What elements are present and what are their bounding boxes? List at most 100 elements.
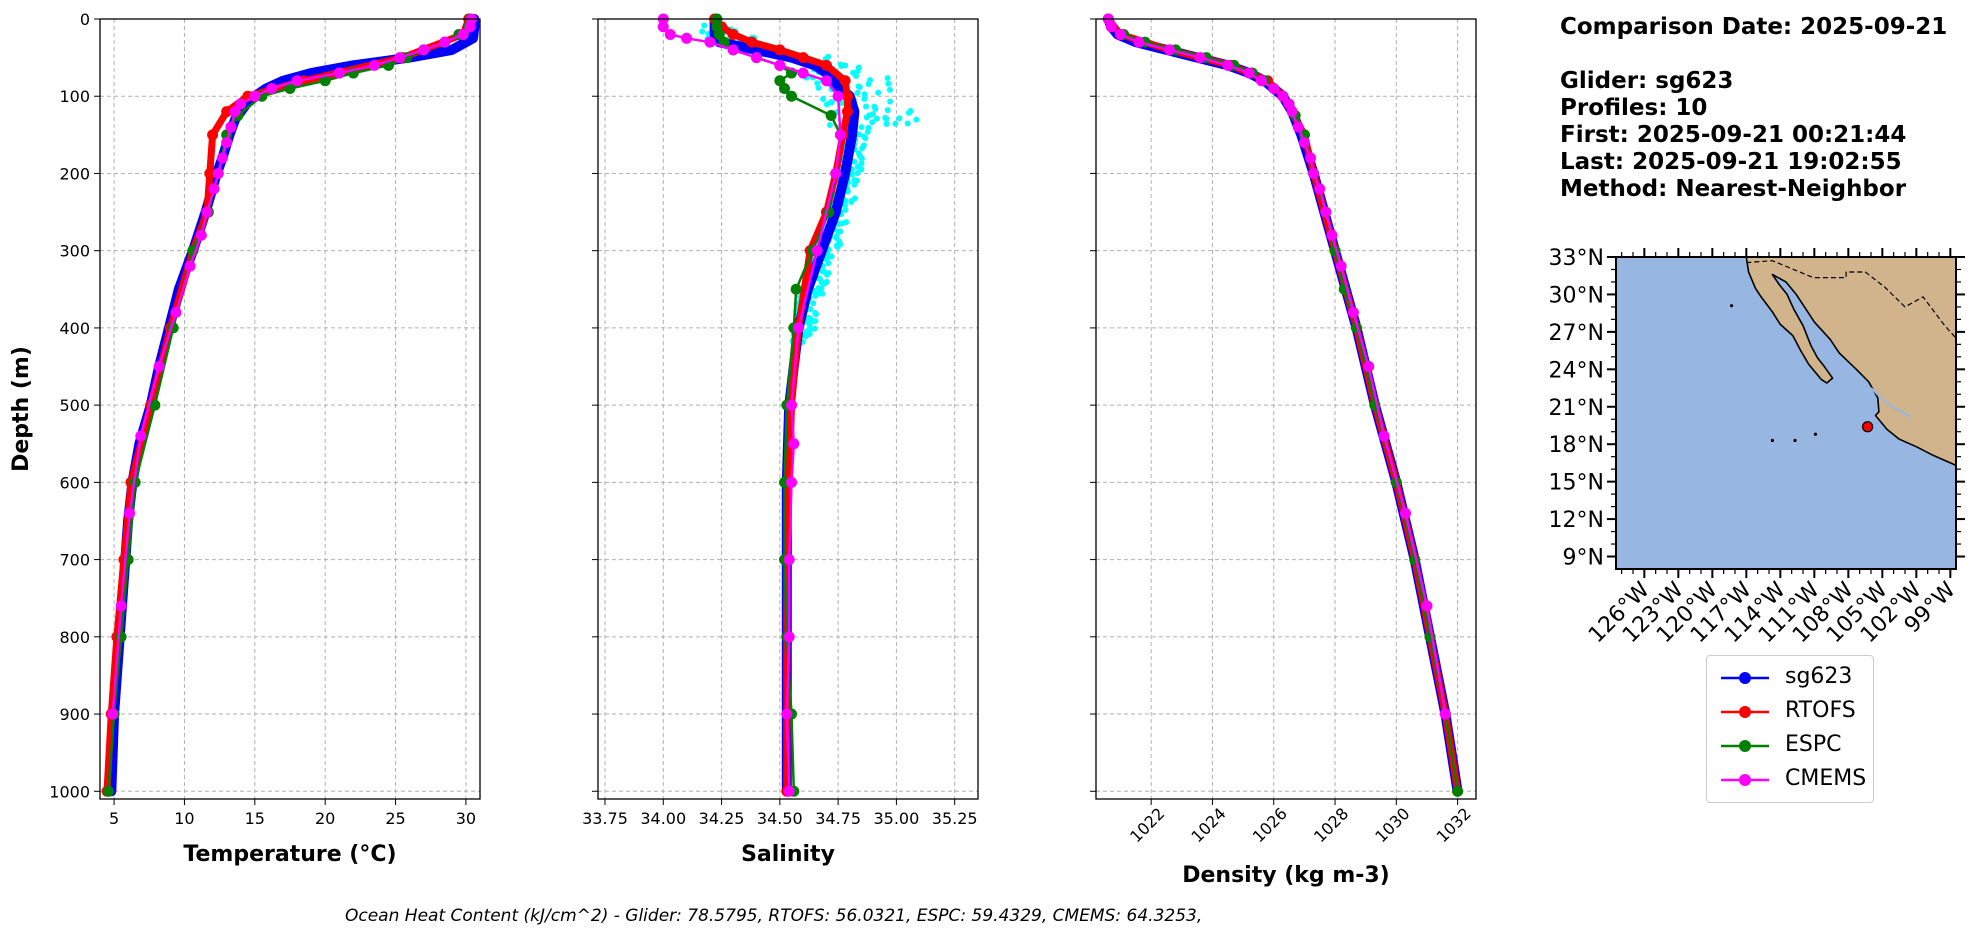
scatter-point xyxy=(858,124,865,131)
scatter-point xyxy=(883,120,890,127)
x-tick-label: 30 xyxy=(456,809,476,828)
scatter-point xyxy=(864,128,871,135)
series-marker-cmems xyxy=(820,75,832,87)
series-marker-rtofs xyxy=(221,106,233,118)
scatter-point xyxy=(833,242,840,249)
series-marker-rtofs xyxy=(797,52,809,64)
scatter-point xyxy=(854,89,861,96)
y-tick-label: 700 xyxy=(59,551,90,570)
series-marker-cmems xyxy=(1363,361,1375,373)
series-marker-cmems xyxy=(830,167,842,179)
axes-frame xyxy=(597,18,979,800)
scatter-point xyxy=(815,84,822,91)
y-tick-label: 0 xyxy=(80,10,90,29)
series-marker-cmems xyxy=(457,28,469,40)
series-marker-espc xyxy=(790,283,802,295)
series-marker-cmems xyxy=(1421,600,1433,612)
series-marker-cmems xyxy=(195,229,207,241)
series-marker-cmems xyxy=(1222,59,1234,71)
series-marker-cmems xyxy=(418,44,430,56)
y-tick-label: 600 xyxy=(59,473,90,492)
x-tick-label: 1024 xyxy=(1187,804,1229,846)
series-marker-cmems xyxy=(1378,430,1390,442)
panel-2: 1022 1024 1026 1028 1030 1032 Density (kg m-3) xyxy=(1090,13,1477,888)
x-tick-label: 35.00 xyxy=(873,809,919,828)
series-marker-cmems xyxy=(107,708,119,720)
series-marker-cmems xyxy=(1194,52,1206,64)
scatter-point xyxy=(885,80,892,87)
x-tick-label: 34.50 xyxy=(757,809,803,828)
scatter-point xyxy=(806,321,813,328)
series-marker-cmems xyxy=(783,785,795,797)
scatter-point xyxy=(823,101,830,108)
y-tick-label: 400 xyxy=(59,319,90,338)
info-panel: Comparison Date: 2025-09-21 Glider: sg62… xyxy=(1560,14,1947,203)
scatter-point xyxy=(869,119,876,126)
comparison-date: Comparison Date: 2025-09-21 xyxy=(1560,14,1948,40)
series-marker-cmems xyxy=(1268,83,1280,95)
series-marker-cmems xyxy=(1243,67,1255,79)
x-tick-label: 1028 xyxy=(1310,804,1352,846)
scatter-point xyxy=(821,280,828,287)
series-marker-espc xyxy=(102,785,114,797)
series-marker-cmems xyxy=(811,245,823,257)
scatter-point xyxy=(699,28,706,35)
scatter-point xyxy=(887,98,894,105)
scatter-point xyxy=(828,98,835,105)
scatter-point xyxy=(813,311,820,318)
scatter-point xyxy=(807,306,814,313)
scatter-point xyxy=(905,109,912,116)
x-axis-label: Salinity xyxy=(741,842,835,867)
x-tick-label: 20 xyxy=(315,809,335,828)
x-tick-label: 34.75 xyxy=(815,809,861,828)
series-marker-cmems xyxy=(229,106,241,118)
y-tick-label: 500 xyxy=(59,396,90,415)
map-island xyxy=(1770,438,1774,443)
series-marker-cmems xyxy=(785,399,797,411)
profile-count: Profiles: 10 xyxy=(1560,95,1708,121)
series-line-cmems xyxy=(1107,17,1447,716)
series-marker-rtofs xyxy=(820,59,832,71)
series-marker-cmems xyxy=(439,36,451,48)
legend-marker-espc xyxy=(1721,740,1769,752)
scatter-point xyxy=(848,171,855,178)
series-marker-cmems xyxy=(664,28,676,40)
scatter-point xyxy=(851,181,858,188)
series-marker-cmems xyxy=(785,476,797,488)
series-marker-rtofs xyxy=(839,75,851,87)
scatter-point xyxy=(861,95,868,102)
series-marker-cmems xyxy=(1277,90,1289,102)
series-marker-cmems xyxy=(235,98,247,110)
scatter-point xyxy=(862,135,869,142)
scatter-point xyxy=(869,111,876,118)
scatter-point xyxy=(858,166,865,173)
series-marker-cmems xyxy=(221,137,233,149)
map-lat-label: 18°N xyxy=(1549,433,1604,458)
series-marker-cmems xyxy=(184,260,196,272)
scatter-point xyxy=(811,325,818,332)
series-marker-cmems xyxy=(333,67,345,79)
scatter-point xyxy=(856,131,863,138)
series-line-espc xyxy=(715,17,842,793)
series-marker-espc xyxy=(825,110,837,122)
series-marker-espc xyxy=(779,83,791,95)
map-lat-label: 27°N xyxy=(1549,321,1604,346)
series-marker-cmems xyxy=(1298,137,1310,149)
scatter-point xyxy=(848,197,855,204)
x-tick-label: 1030 xyxy=(1371,804,1413,846)
map-border xyxy=(1746,260,1957,339)
x-tick-label: 34.25 xyxy=(699,809,745,828)
scatter-point xyxy=(853,73,860,80)
series-marker-cmems xyxy=(208,183,220,195)
scatter-point xyxy=(886,86,893,93)
scatter-point xyxy=(837,61,844,68)
map-lat-label: 24°N xyxy=(1549,358,1604,383)
scatter-point xyxy=(873,115,880,122)
y-tick-label: 100 xyxy=(59,87,90,106)
legend-label-rtofs: RTOFS xyxy=(1785,698,1856,723)
series-marker-cmems xyxy=(1292,121,1304,133)
scatter-point xyxy=(815,284,822,291)
series-marker-cmems xyxy=(153,361,165,373)
map-lat-label: 33°N xyxy=(1549,246,1604,271)
